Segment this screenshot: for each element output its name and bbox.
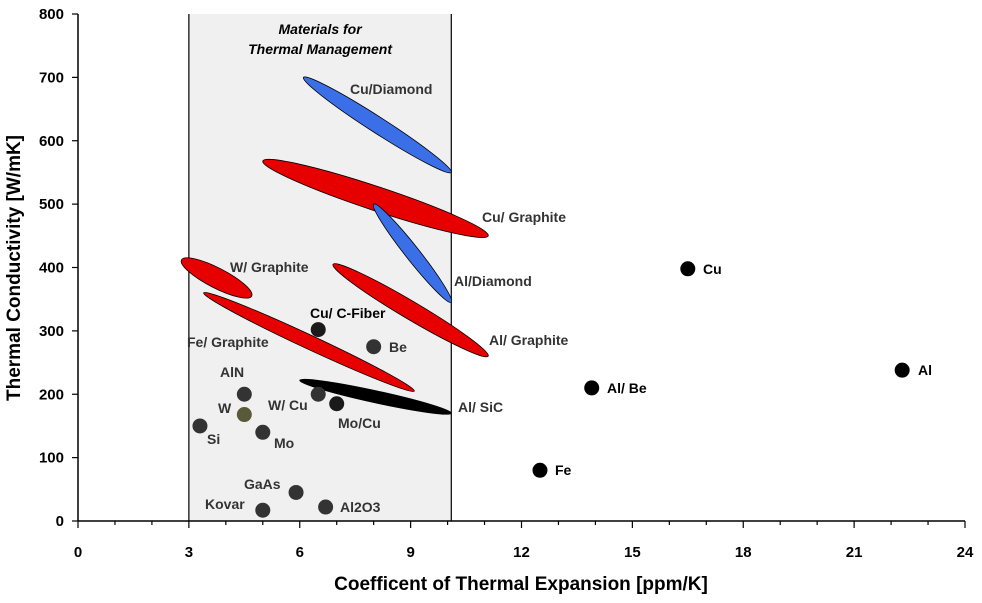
- point-label-mo-cu: Mo/Cu: [338, 415, 381, 431]
- point-kovar: [255, 502, 271, 518]
- range-label-cu-graphite: Cu/ Graphite: [482, 209, 566, 225]
- x-tick-label: 18: [735, 544, 752, 561]
- x-tick-label: 21: [846, 544, 863, 561]
- range-w-graphite: [180, 257, 253, 299]
- x-axis-title: Coefficent of Thermal Expansion [ppm/K]: [334, 574, 708, 595]
- range-al-sic: [299, 378, 452, 415]
- point-label-w-cu: W/ Cu: [268, 397, 308, 413]
- point-label-be: Be: [389, 339, 407, 355]
- range-al-graphite: [332, 263, 489, 358]
- range-fe-graphite: [203, 292, 415, 392]
- point-si: [192, 418, 208, 434]
- y-tick-label: 0: [56, 513, 64, 530]
- x-tick-label: 12: [513, 544, 530, 561]
- range-label-al-diamond: Al/Diamond: [454, 273, 532, 289]
- point-mo-cu: [329, 396, 345, 412]
- range-label-fe-graphite: Fe/ Graphite: [187, 334, 269, 350]
- composite-ranges: Cu/Diamond Cu/ Graphite Al/Diamond W/ Graph…: [180, 76, 569, 415]
- point-al2o3: [318, 499, 334, 515]
- x-tick-label: 6: [296, 544, 304, 561]
- point-label-fe: Fe: [555, 462, 572, 478]
- point-cu: [680, 261, 696, 277]
- range-label-al-sic: Al/ SiC: [458, 399, 503, 415]
- point-label-al2o3: Al2O3: [340, 499, 381, 515]
- point-label-mo: Mo: [274, 435, 294, 451]
- x-tick-label: 3: [185, 544, 193, 561]
- point-w: [236, 407, 252, 423]
- range-cu-graphite: [262, 158, 489, 238]
- x-tick-label: 24: [957, 544, 974, 561]
- point-label-al-be: Al/ Be: [607, 380, 647, 396]
- y-tick-label: 500: [39, 196, 64, 213]
- x-tick-label: 9: [406, 544, 414, 561]
- range-label-w-graphite: W/ Graphite: [230, 259, 309, 275]
- y-tick-label: 700: [39, 69, 64, 86]
- x-tick-label: 0: [74, 544, 82, 561]
- point-label-aln: AlN: [220, 364, 244, 380]
- range-label-cu-diamond: Cu/Diamond: [350, 81, 432, 97]
- point-be: [366, 339, 382, 355]
- point-w-cu: [310, 386, 326, 402]
- axis-ticks: 0 3 6 9 12 15 18 21 24 0 100 200 300 400 500 600 700 800: [39, 6, 974, 561]
- x-tick-label: 15: [624, 544, 641, 561]
- region-title-line2: Thermal Management: [248, 41, 393, 57]
- point-cu-c-fiber: [310, 322, 326, 338]
- point-al-be: [584, 380, 600, 396]
- y-tick-label: 200: [39, 386, 64, 403]
- point-label-gaas: GaAs: [244, 476, 281, 492]
- point-label-kovar: Kovar: [205, 496, 245, 512]
- range-cu-diamond: [302, 76, 452, 174]
- y-tick-label: 100: [39, 450, 64, 467]
- y-tick-label: 400: [39, 260, 64, 277]
- point-label-w: W: [218, 400, 232, 416]
- material-points: Cu Al Al/ Be Fe Cu/ C-Fiber Be AlN W W/ Cu Mo/Cu S…: [192, 261, 932, 518]
- point-label-si: Si: [207, 431, 220, 447]
- point-label-cu-c-fiber: Cu/ C-Fiber: [310, 305, 386, 321]
- range-label-al-graphite: Al/ Graphite: [489, 332, 569, 348]
- range-al-diamond: [372, 203, 453, 303]
- y-axis-title: Thermal Conductivity [W/mK]: [4, 135, 25, 401]
- y-tick-label: 600: [39, 133, 64, 150]
- point-gaas: [288, 484, 304, 500]
- point-aln: [236, 386, 252, 402]
- y-tick-label: 300: [39, 323, 64, 340]
- thermal-management-region: [188, 14, 452, 521]
- point-fe: [532, 462, 548, 478]
- point-label-al: Al: [918, 362, 932, 378]
- region-title-line1: Materials for: [278, 21, 363, 37]
- y-tick-label: 800: [39, 6, 64, 23]
- point-mo: [255, 424, 271, 440]
- point-al: [894, 362, 910, 378]
- point-label-cu: Cu: [703, 261, 722, 277]
